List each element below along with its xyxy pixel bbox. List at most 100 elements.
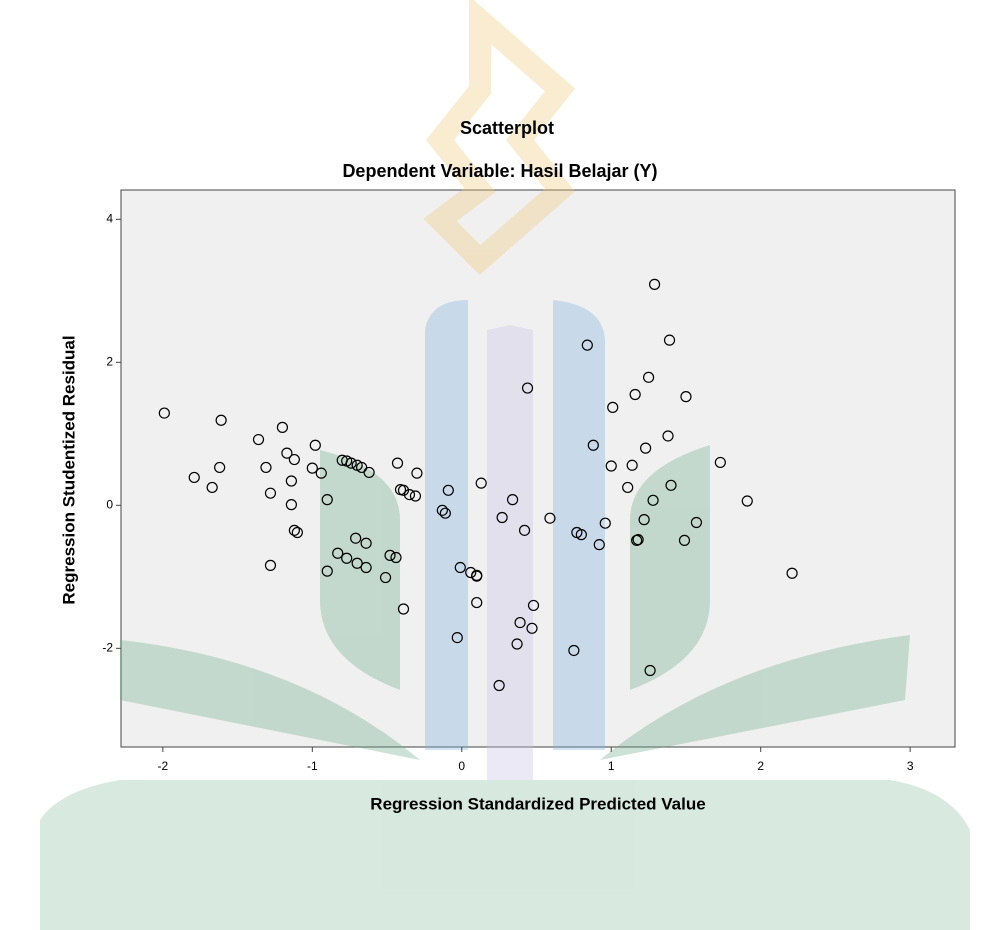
point (526, 622, 538, 634)
point (397, 484, 410, 496)
point (384, 549, 396, 561)
point (714, 456, 726, 469)
point (351, 557, 363, 569)
point (390, 551, 402, 564)
point (626, 459, 638, 471)
y-tick-label: 2 (106, 354, 113, 368)
x-tick-label: 2 (757, 759, 764, 773)
point (506, 494, 519, 506)
point (391, 457, 404, 469)
point (260, 461, 272, 474)
point (632, 534, 644, 546)
point (288, 524, 300, 536)
point (321, 494, 333, 506)
point (281, 447, 293, 459)
point (511, 638, 523, 650)
point (663, 334, 676, 346)
x-tick-label: -1 (307, 759, 318, 773)
point (379, 571, 392, 584)
point (648, 278, 661, 290)
point (436, 504, 448, 516)
point (518, 524, 531, 536)
point (741, 495, 753, 507)
point (593, 539, 605, 551)
point (568, 644, 580, 657)
point (397, 603, 410, 615)
point (607, 401, 619, 413)
point (411, 467, 423, 479)
y-tick-label: 0 (106, 497, 113, 511)
point (291, 526, 303, 539)
x-axis-title: Regression Standardized Predicted Value (370, 794, 705, 813)
point (622, 481, 634, 494)
x-tick-label: 3 (907, 759, 914, 773)
point (629, 388, 641, 401)
point (496, 511, 508, 524)
point (662, 430, 674, 442)
point (527, 599, 540, 612)
point (581, 339, 593, 351)
point (442, 484, 454, 496)
point (264, 487, 277, 499)
point (363, 466, 375, 479)
point (465, 566, 477, 579)
point (521, 382, 534, 394)
x-tick-label: -2 (158, 759, 169, 773)
point (321, 565, 333, 577)
point (350, 532, 362, 544)
x-tick-label: 1 (608, 759, 615, 773)
point (643, 371, 655, 383)
watermark (40, 0, 970, 930)
point (680, 391, 692, 403)
point (544, 512, 556, 524)
chart-title: Scatterplot (460, 118, 554, 138)
point (309, 439, 321, 451)
point (575, 529, 587, 541)
point (158, 407, 170, 419)
point (640, 442, 652, 454)
point (409, 490, 422, 502)
point (332, 547, 344, 559)
point (605, 460, 617, 472)
point (493, 679, 505, 692)
point (454, 561, 466, 574)
point (306, 462, 318, 474)
point (360, 537, 372, 549)
point (403, 488, 416, 501)
point (206, 481, 218, 494)
point (514, 616, 526, 629)
point (439, 507, 451, 519)
y-axis-title: Regression Studentized Residual (59, 335, 78, 604)
point (288, 453, 300, 466)
point (786, 567, 798, 579)
point (341, 552, 353, 564)
point (690, 516, 703, 529)
point (360, 561, 372, 574)
point (644, 664, 656, 677)
y-tick-label: -2 (102, 640, 113, 654)
point (647, 494, 659, 506)
point (665, 479, 677, 491)
point (471, 596, 483, 609)
point (215, 414, 227, 426)
point (451, 632, 463, 644)
point (475, 477, 487, 489)
point (315, 467, 327, 479)
point (471, 570, 483, 582)
point (188, 471, 200, 484)
point (587, 439, 599, 451)
point (285, 499, 297, 511)
point (285, 475, 297, 487)
point (345, 457, 357, 469)
plot-area (120, 189, 956, 748)
point (638, 514, 650, 526)
point (252, 433, 265, 446)
x-tick-label: 0 (458, 759, 465, 773)
y-tick-label: 4 (106, 211, 113, 225)
point (678, 534, 691, 546)
chart-subtitle: Dependent Variable: Hasil Belajar (Y) (342, 161, 657, 181)
point (276, 421, 289, 433)
point (264, 559, 277, 571)
